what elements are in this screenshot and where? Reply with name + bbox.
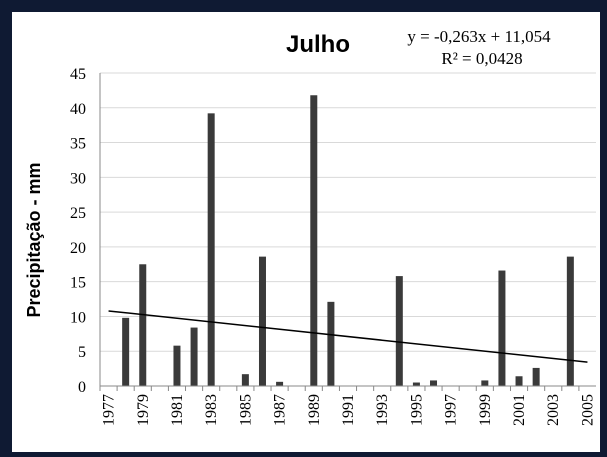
x-tick-label: 1991 bbox=[340, 394, 357, 426]
x-tick-labels: 1977 1979 1981 1983 1985 1987 1989 1991 1993 1995… bbox=[101, 394, 597, 426]
y-tick-label: 45 bbox=[70, 66, 86, 83]
x-tick-label: 2003 bbox=[545, 394, 562, 426]
y-tick-label: 20 bbox=[70, 240, 86, 257]
x-tick-label: 1997 bbox=[443, 394, 460, 426]
bar-1982 bbox=[190, 327, 198, 386]
x-tick-label: 1989 bbox=[306, 394, 323, 426]
y-tick-label: 15 bbox=[70, 275, 86, 292]
bar-1996 bbox=[430, 380, 438, 386]
bar-1990 bbox=[327, 301, 335, 386]
y-tick-label: 25 bbox=[70, 205, 86, 222]
bars bbox=[122, 95, 574, 386]
y-tick-labels: 0 5 10 15 20 25 30 35 40 45 bbox=[70, 66, 86, 396]
bar-1994 bbox=[395, 276, 403, 386]
bar-2002 bbox=[532, 367, 540, 386]
x-tick-label: 1995 bbox=[408, 394, 425, 426]
x-tick-label: 1979 bbox=[135, 394, 152, 426]
y-axis-label: Precipitação - mm bbox=[24, 162, 44, 317]
bar-1986 bbox=[258, 256, 266, 386]
trendline-equation: y = -0,263x + 11,054 bbox=[407, 27, 551, 46]
bar-1987 bbox=[276, 381, 284, 386]
trendline bbox=[108, 310, 588, 363]
x-tick-label: 2005 bbox=[579, 394, 596, 426]
bar-2000 bbox=[498, 270, 506, 386]
y-tick-label: 5 bbox=[78, 344, 86, 361]
x-tick-label: 1983 bbox=[203, 394, 220, 426]
bar-1995 bbox=[412, 382, 420, 386]
bar-1981 bbox=[173, 345, 181, 386]
x-tick-label: 1999 bbox=[477, 394, 494, 426]
y-tick-label: 30 bbox=[70, 170, 86, 187]
bar-1985 bbox=[241, 374, 249, 386]
bar-1989 bbox=[310, 95, 318, 386]
x-tick-label: 1993 bbox=[374, 394, 391, 426]
y-tick-label: 10 bbox=[70, 309, 86, 326]
bar-1999 bbox=[481, 380, 489, 386]
bar-2001 bbox=[515, 376, 523, 386]
x-tick-label: 1985 bbox=[237, 394, 254, 426]
axes bbox=[99, 73, 596, 391]
x-tick-label: 2001 bbox=[511, 394, 528, 426]
x-tick-label: 1977 bbox=[101, 394, 118, 426]
bar-2004 bbox=[566, 256, 574, 386]
trendline-layer bbox=[108, 310, 588, 363]
x-tick-label: 1981 bbox=[169, 394, 186, 426]
chart-panel: 0 5 10 15 20 25 30 35 40 45 1977 1979 1981 1983 1985 1… bbox=[12, 12, 600, 452]
grid-lines bbox=[100, 72, 596, 352]
bar-1978 bbox=[122, 317, 130, 386]
y-tick-label: 35 bbox=[70, 136, 86, 153]
y-tick-label: 0 bbox=[78, 379, 86, 396]
chart-title: Julho bbox=[286, 31, 350, 58]
trendline-r-squared: R² = 0,0428 bbox=[441, 49, 522, 68]
bar-1979 bbox=[139, 264, 147, 386]
y-tick-label: 40 bbox=[70, 101, 86, 118]
bar-1983 bbox=[207, 113, 215, 386]
x-tick-label: 1987 bbox=[272, 394, 289, 426]
